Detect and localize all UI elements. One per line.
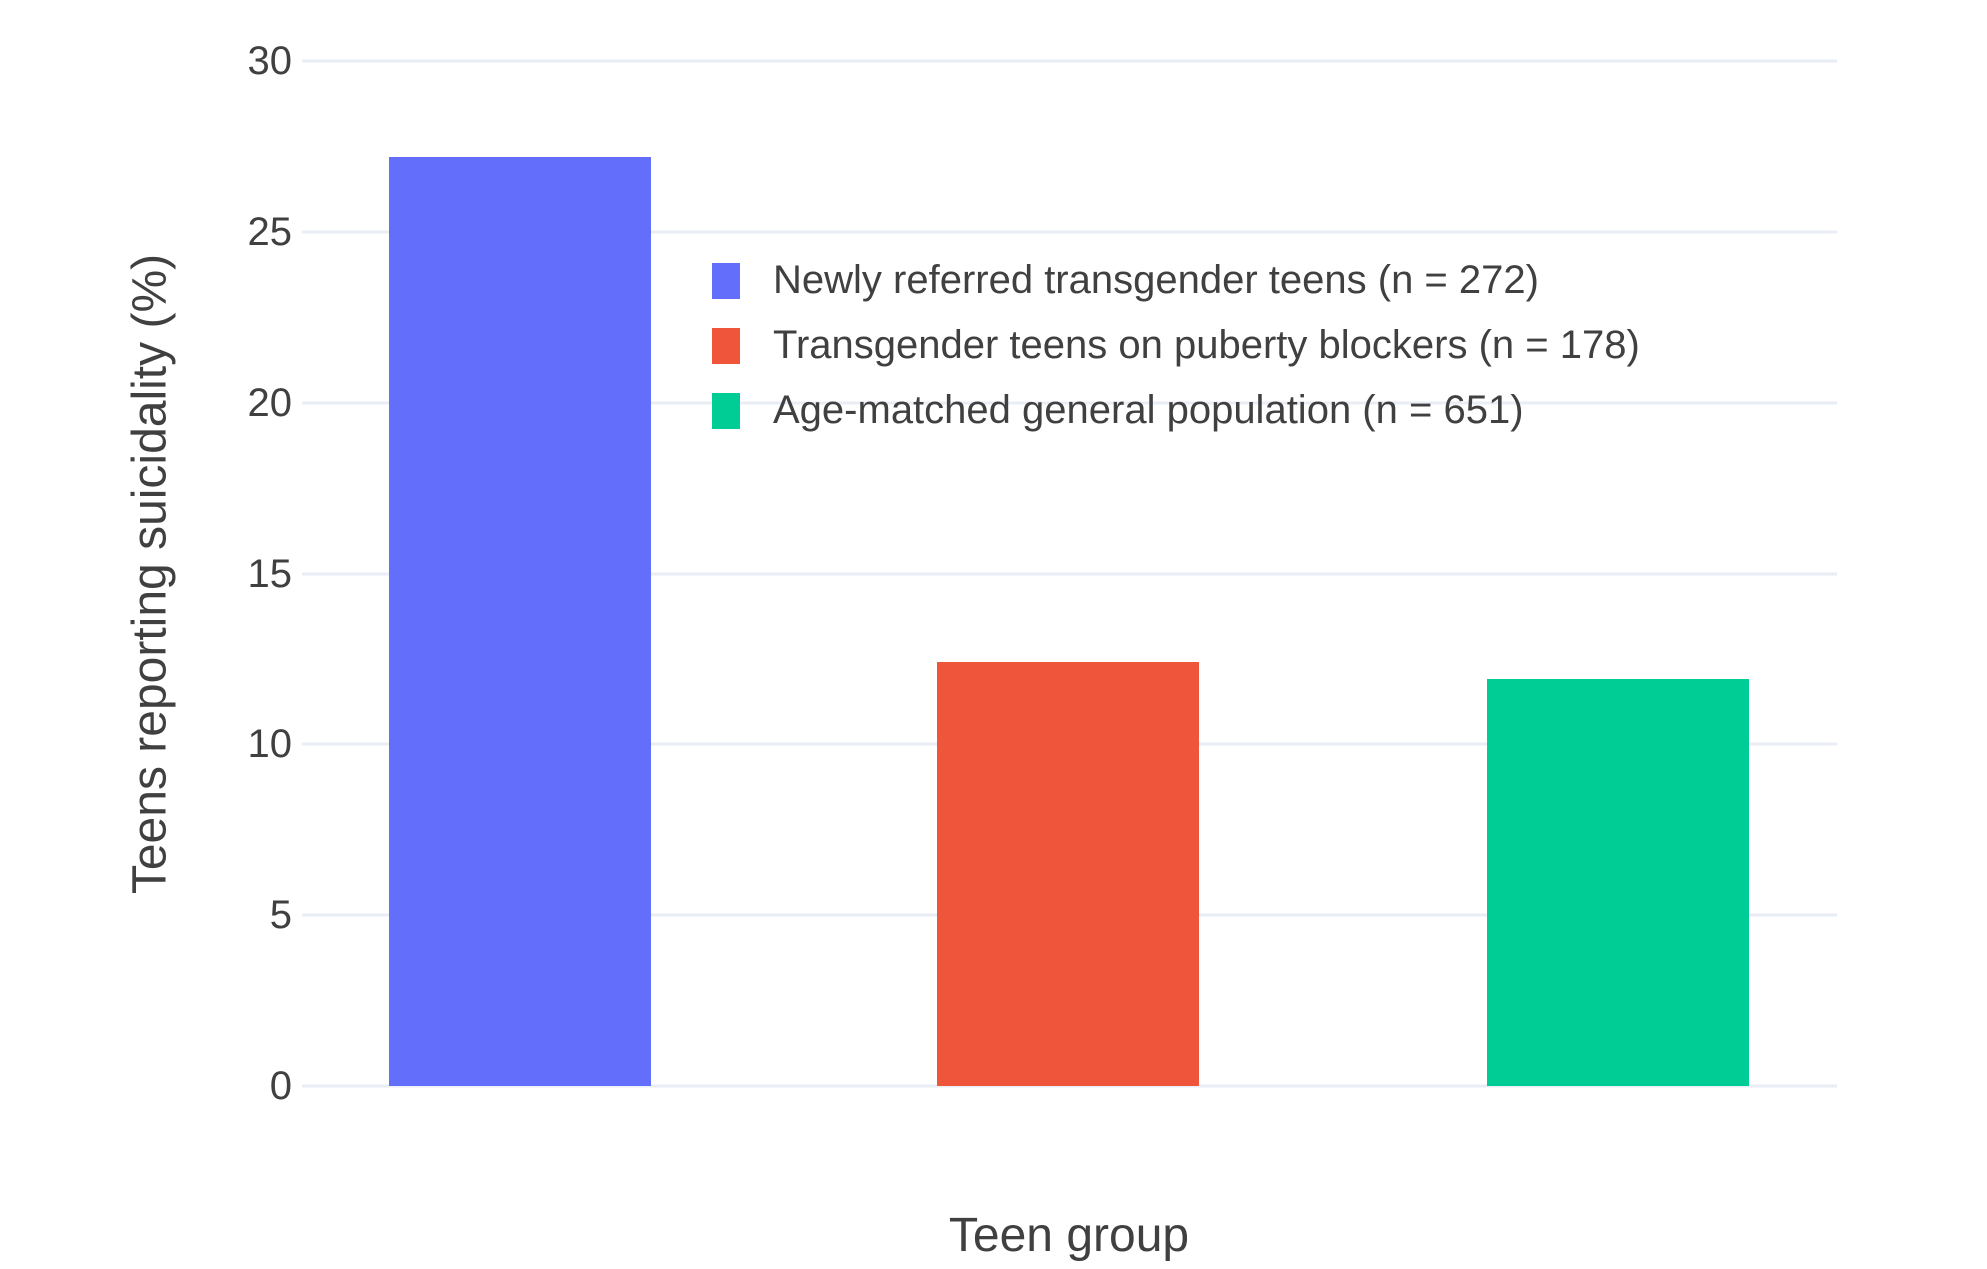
legend-swatch-red (712, 327, 740, 364)
legend-item-general-population: Age-matched general population (n = 651) (712, 378, 1640, 443)
legend-label: Newly referred transgender teens (n = 27… (773, 258, 1539, 302)
gridline-y-30 (302, 59, 1837, 63)
gridline-y-15 (302, 572, 1837, 575)
legend-label: Age-matched general population (n = 651) (773, 388, 1524, 432)
gridline-y-25 (302, 230, 1837, 234)
y-axis-title: Teens reporting suicidality (%) (123, 253, 177, 895)
legend-swatch-green (712, 392, 740, 429)
y-tick-label-20: 20 (247, 380, 293, 425)
bar-age-matched-general-population (1487, 679, 1749, 1086)
y-tick-label-5: 5 (269, 893, 292, 938)
y-tick-label-25: 25 (247, 209, 293, 254)
legend-label: Transgender teens on puberty blockers (n… (773, 323, 1640, 367)
y-tick-label-30: 30 (247, 39, 293, 83)
legend-item-puberty-blockers: Transgender teens on puberty blockers (n… (712, 313, 1640, 378)
bar-newly-referred-transgender-teens (389, 156, 651, 1086)
y-tick-label-10: 10 (247, 722, 293, 767)
gridline-y-0 (302, 1084, 1837, 1088)
legend: Newly referred transgender teens (n = 27… (712, 248, 1640, 443)
legend-swatch-blue (712, 262, 740, 299)
y-tick-label-15: 15 (247, 551, 293, 596)
plot-area: Newly referred transgender teens (n = 27… (302, 59, 1837, 1088)
x-axis-title: Teen group (948, 1209, 1190, 1262)
bar-transgender-teens-on-puberty-blockers (937, 662, 1199, 1086)
legend-item-newly-referred: Newly referred transgender teens (n = 27… (712, 248, 1640, 313)
y-tick-label-0: 0 (269, 1064, 292, 1108)
gridline-y-20 (302, 401, 1837, 405)
